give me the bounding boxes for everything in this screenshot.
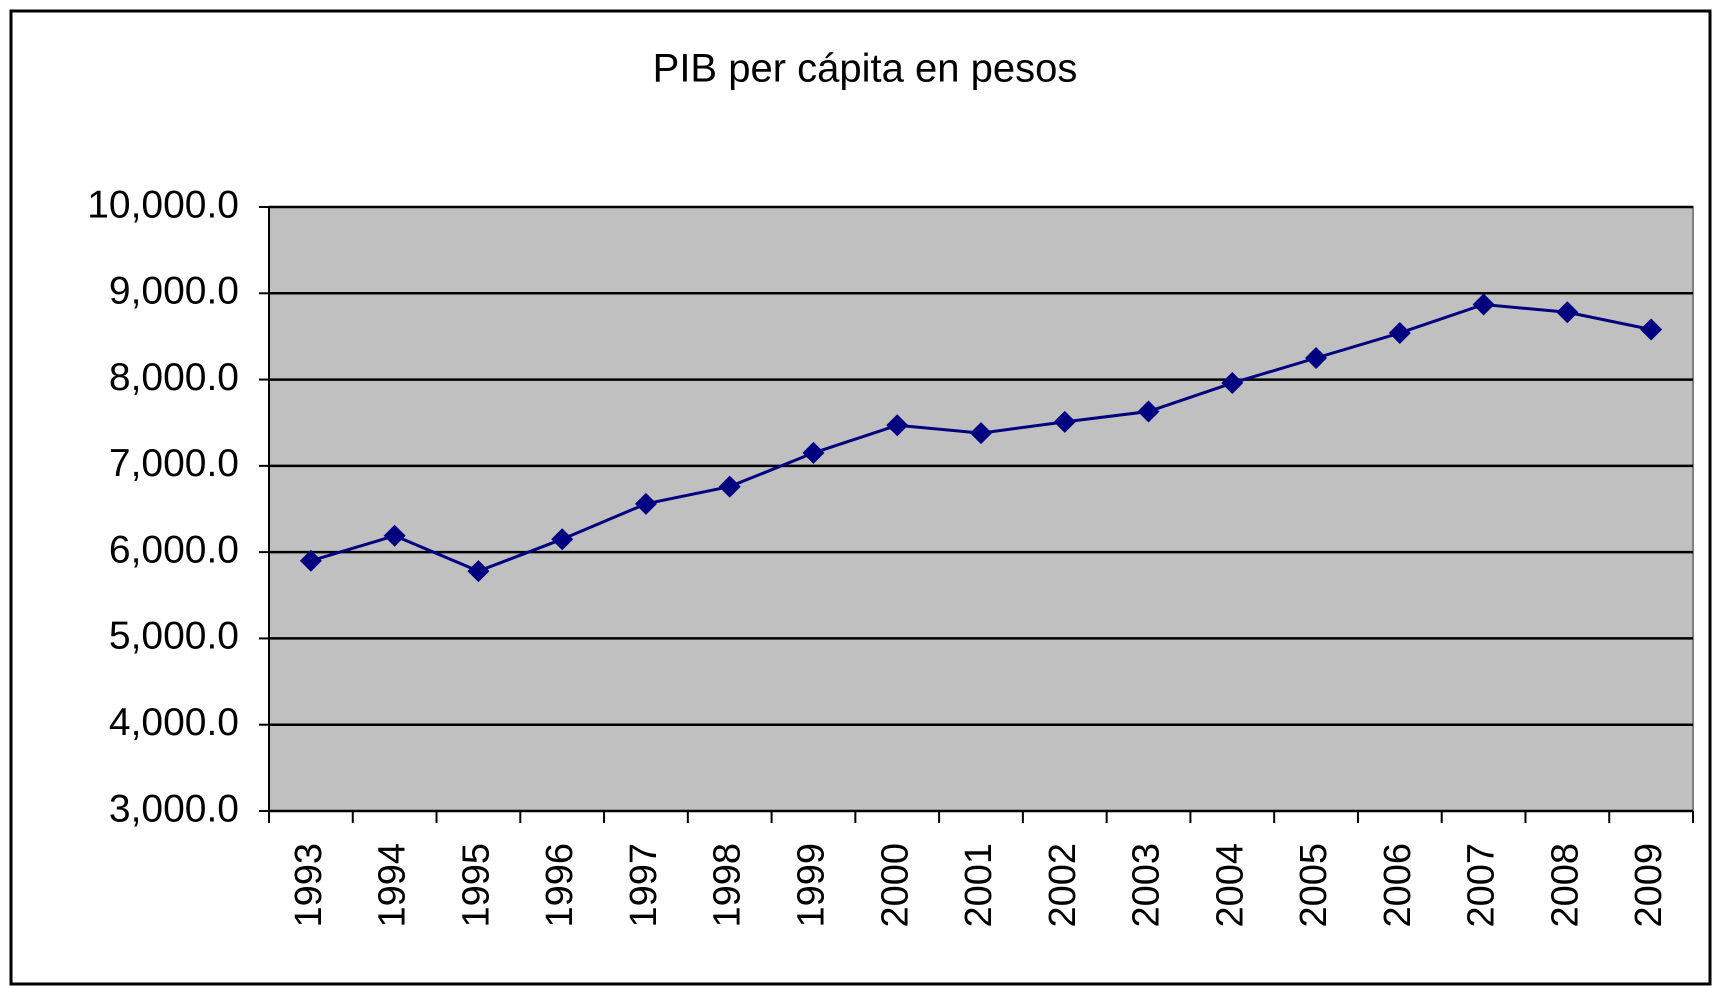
x-tick-label: 1997 xyxy=(623,843,665,928)
x-tick-label: 2009 xyxy=(1628,843,1670,928)
data-point xyxy=(1472,293,1495,316)
x-tick-label: 2000 xyxy=(874,843,916,928)
y-tick-label: 9,000.0 xyxy=(109,270,239,313)
data-point xyxy=(299,549,322,572)
x-tick-label: 2002 xyxy=(1042,843,1084,928)
y-tick-label: 7,000.0 xyxy=(109,442,239,485)
data-point xyxy=(383,524,406,547)
x-tick-label: 2007 xyxy=(1461,843,1503,928)
x-tick-label: 2008 xyxy=(1544,843,1586,928)
data-point xyxy=(1556,301,1579,324)
x-tick-label: 1998 xyxy=(707,843,749,928)
data-point xyxy=(634,492,657,515)
y-tick-label: 5,000.0 xyxy=(109,615,239,658)
data-point xyxy=(970,422,992,445)
data-point xyxy=(802,441,825,464)
x-tick-label: 2003 xyxy=(1126,843,1168,928)
chart-title: PIB per cápita en pesos xyxy=(653,47,1078,91)
data-point xyxy=(718,475,741,498)
data-point xyxy=(1137,400,1160,423)
data-point xyxy=(1388,321,1411,344)
y-tick-label: 4,000.0 xyxy=(109,701,239,744)
data-point xyxy=(1053,410,1076,433)
y-tick-label: 10,000.0 xyxy=(87,183,239,226)
y-tick-label: 3,000.0 xyxy=(109,787,239,830)
x-tick-label: 1999 xyxy=(791,843,833,928)
y-tick-label: 8,000.0 xyxy=(109,356,239,399)
data-point xyxy=(1640,318,1663,341)
plot-area xyxy=(268,206,1694,812)
data-point xyxy=(1305,347,1328,369)
data-point xyxy=(1221,372,1244,395)
data-point xyxy=(467,560,490,583)
x-tick-label: 1993 xyxy=(288,843,330,928)
y-tick-label: 6,000.0 xyxy=(109,528,239,571)
x-tick-label: 2005 xyxy=(1293,843,1335,928)
x-tick-label: 2001 xyxy=(958,843,1000,928)
x-tick-label: 2004 xyxy=(1209,843,1251,928)
x-tick-label: 2006 xyxy=(1377,843,1419,928)
data-point xyxy=(551,528,574,551)
x-tick-label: 1995 xyxy=(455,843,497,928)
x-tick-label: 1996 xyxy=(539,843,581,928)
data-point xyxy=(886,414,909,437)
x-tick-label: 1994 xyxy=(372,843,414,928)
